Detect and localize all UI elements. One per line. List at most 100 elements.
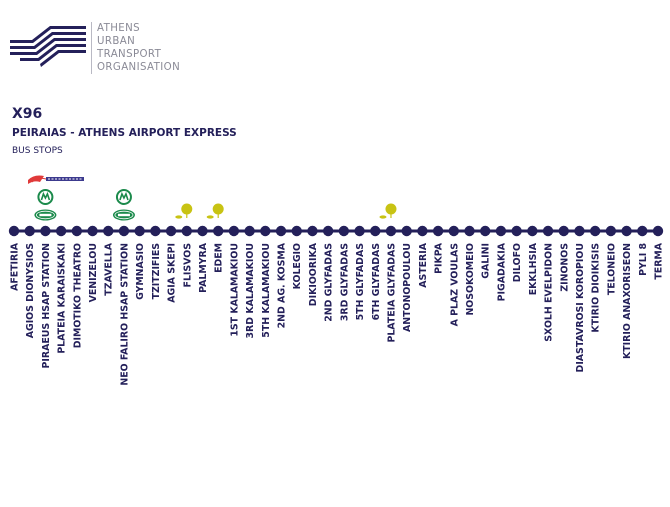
stop-label: KTIRIO DIOIKISIS: [591, 243, 602, 333]
stop-marker: [212, 225, 224, 237]
stop: PLATEIA GLYFADAS: [379, 203, 397, 343]
logo-line: URBAN: [97, 36, 136, 47]
stop-marker: [558, 225, 569, 237]
stop-label: NEO FALIRO HSAP STATION: [119, 243, 130, 386]
stop: TZAVELLA: [103, 225, 115, 296]
stop-label: PIGADAKIA: [496, 242, 507, 301]
stop-label: 3RD GLYFADAS: [339, 243, 350, 321]
stop-label: GYMNASIO: [135, 243, 146, 300]
stop-label: 1ST KALAMAKIOU: [229, 243, 240, 337]
stop-label: 5TH KALAMAKIOU: [261, 243, 272, 338]
stop: 3RD KALAMAKIOU: [244, 225, 256, 338]
stop: GYMNASIO: [134, 225, 146, 300]
stop-label: SXOLH EVELPIDON: [544, 243, 555, 342]
stop-label: PLATEIA GLYFADAS: [386, 243, 397, 343]
stop-marker: [87, 225, 98, 237]
stop-label: TERMA: [654, 242, 665, 279]
stop: 5TH KALAMAKIOU: [260, 225, 272, 338]
stop-marker: [448, 225, 460, 237]
metro-icon: [37, 189, 54, 205]
stop-marker: [307, 225, 318, 237]
stop: KTIRIO ANAXORISEON: [621, 225, 633, 359]
stop-label: 6TH GLYFADAS: [371, 243, 382, 321]
stop-label: AGIA SKEPI: [167, 243, 178, 303]
stop-label: 2ND AG. KOSMA: [277, 242, 288, 328]
stop-label: EKKLHSIA: [528, 242, 539, 295]
stop-marker: [244, 225, 255, 237]
stop-marker: [24, 225, 35, 237]
airport-express-badge: [28, 175, 84, 184]
stop: NEO FALIRO HSAP STATION: [112, 189, 135, 386]
stop: ZINONOS: [558, 225, 570, 292]
stop-marker: [71, 225, 83, 237]
stop: PIRAEUS HSAP STATION: [34, 189, 57, 369]
stop-marker: [605, 225, 617, 237]
stop-marker: [480, 225, 491, 237]
stop-label: ZINONOS: [559, 243, 570, 292]
stop-marker: [150, 225, 161, 237]
stop-marker: [401, 225, 412, 237]
stop-marker: [621, 225, 632, 237]
stop: 6TH GLYFADAS: [370, 225, 382, 321]
stop: SXOLH EVELPIDON: [542, 225, 555, 342]
stop-label: KTIRIO ANAXORISEON: [622, 243, 633, 359]
stop-marker: [40, 225, 51, 237]
stop-marker: [637, 225, 648, 237]
oasa-logo: [10, 26, 86, 67]
stop-marker: [275, 225, 287, 237]
stop-marker: [322, 225, 334, 237]
stop-marker: [574, 225, 585, 237]
stop-marker: [134, 225, 145, 237]
stop: 2ND GLYFADAS: [322, 225, 335, 322]
stop-label: FLISVOS: [182, 243, 193, 288]
stop-marker: [370, 225, 381, 237]
stop: AGIOS DIONYSIOS: [24, 225, 36, 339]
stop: TERMA: [652, 225, 665, 280]
stop-label: 2ND GLYFADAS: [324, 243, 335, 322]
stop-marker: [417, 225, 428, 237]
stop-marker: [652, 225, 664, 237]
stop: DILOFO: [511, 225, 523, 282]
stop: NOSOKOMEIO: [464, 225, 476, 316]
logo-line: ATHENS: [97, 23, 140, 34]
stop-label: TZAVELLA: [104, 242, 115, 295]
stop-label: PYLI 8: [638, 243, 649, 276]
stop: PLATEIA KARAISKAKI: [55, 225, 68, 354]
stop: A PLAZ VOULAS: [448, 225, 460, 326]
logo-line: ORGANISATION: [97, 62, 181, 73]
tram-icon: [206, 203, 224, 219]
stop: DIASTAVROSI KOROPIOU: [574, 225, 586, 372]
stop-label: EDEM: [214, 243, 225, 273]
stop-label: DIMOTIKO THEATRO: [72, 243, 83, 348]
stop: EDEM: [206, 203, 225, 273]
stop-marker: [495, 225, 507, 237]
stop-label: PIRAEUS HSAP STATION: [41, 243, 52, 369]
stop: TZITZIFIES: [150, 225, 162, 300]
stop: EKKLHSIA: [527, 225, 539, 295]
stop-label: ASTERIA: [418, 242, 429, 288]
stop-label: TZITZIFIES: [151, 243, 162, 300]
stop: PALMYRA: [197, 225, 209, 293]
stop: ANTONOPOULOU: [401, 225, 413, 332]
stop-label: TELONEIO: [606, 243, 617, 295]
stop-marker: [228, 225, 240, 237]
stop: PYLI 8: [637, 225, 649, 276]
stop-marker: [118, 225, 130, 237]
stop-label: GALINI: [481, 243, 492, 279]
stop: PIGADAKIA: [495, 225, 507, 301]
stop-label: AGIOS DIONYSIOS: [25, 243, 36, 339]
route-code: X96: [12, 106, 43, 122]
metro-icon: [115, 189, 132, 205]
stop-label: DIKIOORIKA: [308, 242, 319, 306]
stop: TELONEIO: [605, 225, 617, 295]
stop-marker: [181, 225, 192, 237]
stop: 3RD GLYFADAS: [338, 225, 350, 321]
stop-marker: [338, 225, 350, 237]
stop-label: KOLEGIO: [292, 243, 303, 289]
stop-marker: [511, 225, 522, 237]
stop-marker: [8, 225, 20, 237]
tram-icon: [175, 203, 193, 219]
stop-label: PLATEIA KARAISKAKI: [57, 243, 68, 354]
stop-marker: [464, 225, 475, 237]
